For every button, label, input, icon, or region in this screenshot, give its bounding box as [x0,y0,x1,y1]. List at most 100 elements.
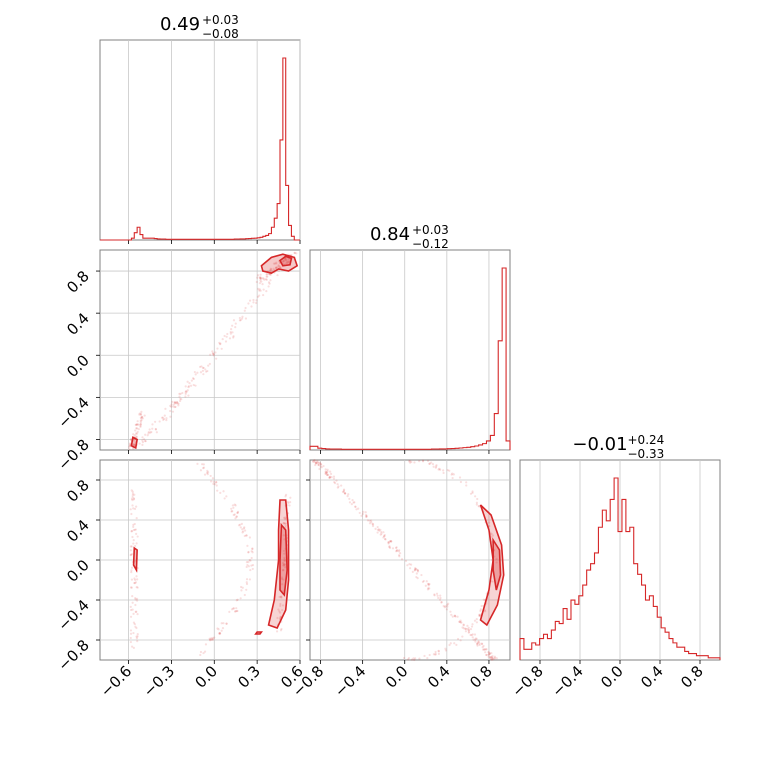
scatter-point [136,613,139,616]
scatter-point [365,515,368,518]
scatter-point [426,459,430,462]
scatter-point [347,493,350,496]
scatter-point [282,522,285,525]
scatter-point [132,646,135,649]
scatter-3-2-x-tick-label: 0.0 [382,662,412,692]
scatter-point [241,315,244,318]
scatter-point [139,421,142,424]
scatter-point [335,479,338,482]
scatter-point [413,568,417,571]
scatter-point [362,510,365,513]
scatter-point [203,473,207,476]
scatter-point [467,629,470,632]
scatter-point [135,505,138,508]
scatter-point [491,656,494,660]
scatter-point [279,604,282,607]
scatter-point [462,624,465,627]
scatter-point [484,648,487,651]
scatter-point [478,643,481,647]
scatter-point [140,415,143,418]
scatter-point [399,552,402,555]
scatter-point [148,428,151,431]
scatter-point [368,522,372,525]
scatter-point [428,582,431,586]
scatter-point [130,569,133,572]
scatter-point [390,540,393,543]
scatter-point [410,460,413,464]
scatter-point [282,564,285,567]
scatter-point [136,430,139,434]
scatter-point [208,637,211,640]
scatter-point [216,627,219,630]
scatter-point [332,477,336,480]
scatter-point [482,644,485,648]
scatter-point [471,623,474,626]
scatter-point [256,274,260,277]
scatter-point [205,370,208,373]
scatter-point [462,627,465,630]
scatter-point [133,507,137,510]
scatter-point [282,522,286,525]
scatter-point [318,467,321,471]
scatter-point [139,419,142,422]
scatter-point [330,476,333,479]
scatter-2-1-y-tick-label: −0.8 [54,436,92,474]
scatter-point [256,295,260,298]
scatter-point [138,442,141,445]
scatter-point [186,389,189,392]
scatter-point [395,546,398,549]
scatter-point [480,642,483,645]
scatter-point [236,510,240,513]
scatter-2-1-scatter-points [128,251,298,451]
scatter-point [451,476,454,480]
scatter-point [312,460,315,463]
scatter-point [341,490,345,493]
scatter-point [262,293,265,297]
scatter-point [194,384,197,387]
contour-outer [260,253,299,275]
scatter-point [481,646,484,649]
scatter-point [281,583,284,586]
scatter-point [326,473,329,476]
scatter-point [487,655,490,658]
scatter-point [244,317,248,320]
scatter-point [277,269,281,273]
scatter-point [470,634,473,637]
scatter-point [132,539,135,542]
hist-3-histogram [519,477,721,660]
scatter-point [378,529,381,532]
scatter-point [446,468,449,472]
contour-outer [479,504,505,627]
scatter-point [184,395,187,398]
scatter-point [132,528,135,532]
scatter-point [437,650,441,653]
hist-1-title-minus: −0.08 [202,27,239,41]
scatter-point [135,597,139,600]
scatter-point [487,653,490,656]
scatter-point [488,652,491,655]
scatter-point [137,423,140,426]
scatter-point [232,319,236,322]
scatter-point [282,516,286,519]
scatter-point [212,354,215,357]
scatter-point [209,474,212,478]
scatter-point [489,656,492,659]
scatter-point [223,334,226,338]
scatter-point [313,459,316,462]
scatter-point [135,423,138,426]
scatter-point [262,288,265,291]
scatter-point [388,540,392,543]
scatter-point [284,522,287,525]
scatter-point [232,506,235,509]
scatter-point [428,653,431,657]
scatter-point [384,538,387,541]
scatter-point [129,545,132,548]
scatter-point [210,637,213,640]
scatter-point [388,545,391,548]
scatter-point [132,442,135,446]
scatter-point [418,657,421,660]
scatter-point [389,539,392,543]
scatter-point [352,501,355,504]
scatter-point [142,438,146,441]
scatter-point [278,595,281,599]
